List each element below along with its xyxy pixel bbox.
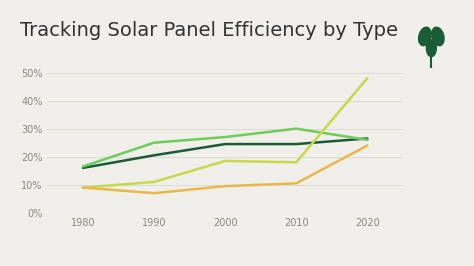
Ellipse shape <box>432 27 444 46</box>
Ellipse shape <box>427 40 436 57</box>
Ellipse shape <box>419 27 431 46</box>
Text: Tracking Solar Panel Efficiency by Type: Tracking Solar Panel Efficiency by Type <box>19 21 398 40</box>
